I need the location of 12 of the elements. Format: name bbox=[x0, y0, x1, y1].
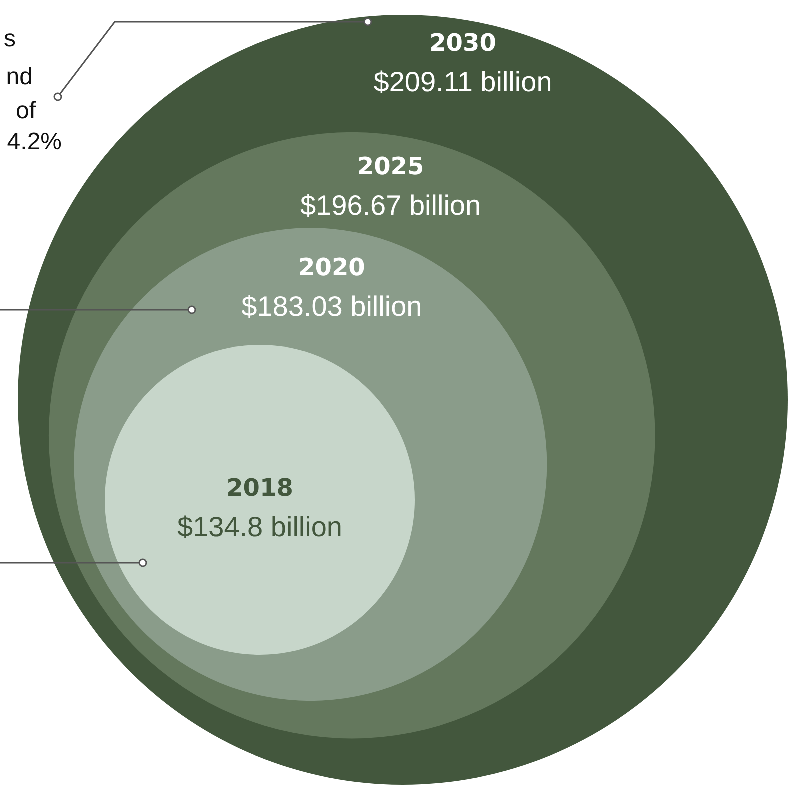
text: 4.2% bbox=[7, 128, 62, 156]
text: nd bbox=[6, 64, 33, 91]
data-label: $134.8 billion bbox=[177, 512, 343, 543]
text: of bbox=[16, 98, 36, 125]
category-label: 2030 bbox=[430, 29, 496, 58]
data-label: $196.67 billion bbox=[300, 190, 482, 222]
category-label: 2020 bbox=[298, 253, 366, 282]
data-label: $209.11 billion bbox=[374, 66, 552, 98]
data-label: $183.03 billion bbox=[242, 290, 422, 322]
category-label: 2018 bbox=[226, 474, 294, 502]
category-label: 2025 bbox=[357, 152, 424, 181]
text: s bbox=[4, 26, 16, 53]
